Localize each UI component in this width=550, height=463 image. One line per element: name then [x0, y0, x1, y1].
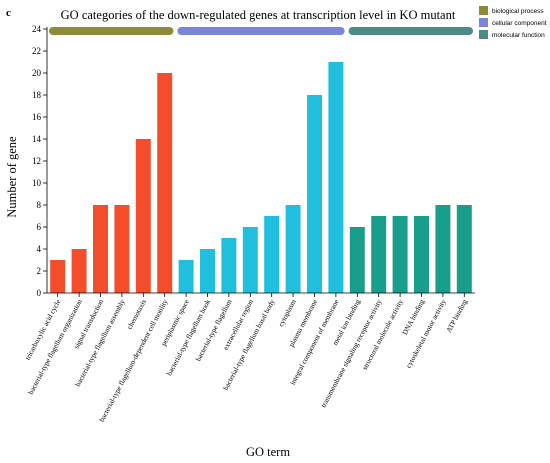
- y-axis-title: Number of gene: [5, 136, 19, 218]
- legend-swatch: [479, 6, 488, 15]
- bar: [93, 205, 108, 293]
- legend-swatch: [479, 18, 488, 27]
- bar: [328, 62, 344, 293]
- chart-title: GO categories of the down-regulated gene…: [61, 8, 456, 22]
- bar: [200, 249, 215, 293]
- y-tick-label: 4: [37, 244, 42, 254]
- legend-swatch: [479, 30, 488, 39]
- y-tick-label: 12: [32, 156, 41, 166]
- bar: [221, 238, 237, 293]
- y-tick-label: 16: [32, 112, 42, 122]
- category-header-bars: [49, 27, 473, 35]
- x-tick-label: chemotaxis: [126, 298, 149, 331]
- bar: [264, 216, 280, 293]
- y-tick-label: 18: [32, 90, 42, 100]
- x-axis-title: GO term: [246, 445, 290, 459]
- y-tick-label: 14: [32, 134, 42, 144]
- y-tick-label: 22: [32, 46, 41, 56]
- y-tick-label: 10: [32, 178, 42, 188]
- legend-label: molecular function: [492, 32, 545, 39]
- bar: [157, 73, 173, 293]
- bar: [285, 205, 301, 293]
- y-tick-label: 8: [37, 200, 42, 210]
- bar: [371, 216, 387, 293]
- y-tick-label: 0: [37, 288, 42, 298]
- category-header-bar: [177, 27, 345, 35]
- bar: [50, 260, 66, 293]
- category-header-bar: [49, 27, 174, 35]
- y-tick-label: 24: [32, 24, 42, 34]
- x-tick-label: cytoplasm: [277, 298, 298, 328]
- panel-letter: c: [6, 7, 11, 19]
- bar: [392, 216, 408, 293]
- bar: [456, 205, 472, 293]
- x-tick-label: cytoskeletal motor activity: [405, 298, 448, 370]
- bar: [242, 227, 258, 293]
- bar: [307, 95, 322, 293]
- bar: [349, 227, 365, 293]
- x-tick-label: ATP binding: [445, 298, 469, 334]
- legend-label: cellular component: [492, 20, 547, 27]
- bar: [178, 260, 194, 293]
- bars: [50, 62, 472, 293]
- x-tick-label: structural molecule activity: [361, 298, 405, 372]
- legend-label: biological process: [492, 8, 544, 15]
- bar: [414, 216, 429, 293]
- y-tick-label: 6: [37, 222, 42, 232]
- y-tick-label: 20: [32, 68, 42, 78]
- legend: biological process cellular component mole…: [479, 6, 547, 39]
- bar: [435, 205, 451, 293]
- bar: [114, 205, 130, 293]
- category-header-bar: [348, 27, 473, 35]
- bar: [135, 139, 151, 293]
- y-tick-label: 2: [37, 266, 42, 276]
- bar: [71, 249, 87, 293]
